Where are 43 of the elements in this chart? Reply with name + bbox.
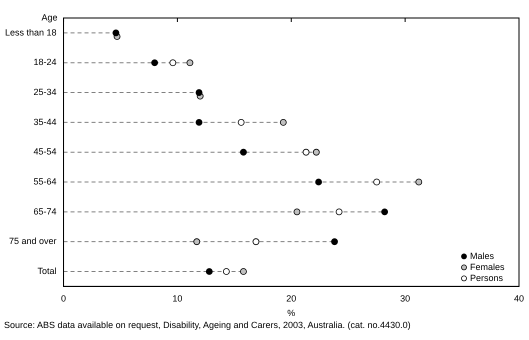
y-tick-label: 55-64 [34, 176, 57, 187]
y-tick-label: Total [38, 266, 57, 276]
point [315, 178, 322, 186]
y-tick-label: Less than 18 [4, 27, 57, 38]
point [240, 268, 247, 275]
legend-label: Females [470, 262, 506, 272]
y-tick-label: 45-54 [34, 146, 57, 157]
y-tick-label: 35-44 [34, 116, 57, 127]
y-tick-label: 25-34 [34, 87, 57, 98]
point [186, 59, 194, 66]
x-tick-label: 20 [286, 293, 296, 304]
point [280, 118, 287, 126]
point [294, 208, 300, 216]
point [169, 59, 176, 66]
y-tick-label: 18-24 [34, 57, 57, 68]
point [222, 268, 230, 275]
point [151, 59, 158, 66]
source-note: Source: ABS data available on request, Disability, Ageing and Carers, 2003, Australia. (cat. no.4430.0) [3, 320, 412, 330]
point [240, 148, 247, 156]
point [206, 268, 213, 275]
x-tick-label: 30 [400, 293, 410, 304]
point [302, 148, 310, 156]
point [381, 208, 388, 216]
point [112, 30, 120, 36]
x-tick-label: 40 [514, 293, 524, 304]
x-tick-label: 10 [172, 293, 182, 304]
point [312, 148, 320, 156]
legend-label: Persons [470, 272, 504, 283]
point [193, 238, 200, 246]
point [238, 118, 245, 126]
x-axis-title: % [287, 308, 296, 318]
point [336, 208, 342, 216]
point [196, 118, 202, 126]
point [196, 89, 202, 96]
y-axis-title: Age [42, 12, 58, 22]
point [373, 178, 380, 186]
y-tick-label: 65-74 [34, 206, 57, 216]
point [331, 238, 338, 246]
legend-label: Males [470, 250, 495, 261]
y-tick-label: 75 and over [8, 236, 57, 246]
point [252, 238, 260, 246]
x-tick-label: 0 [61, 293, 66, 304]
point [415, 178, 422, 186]
